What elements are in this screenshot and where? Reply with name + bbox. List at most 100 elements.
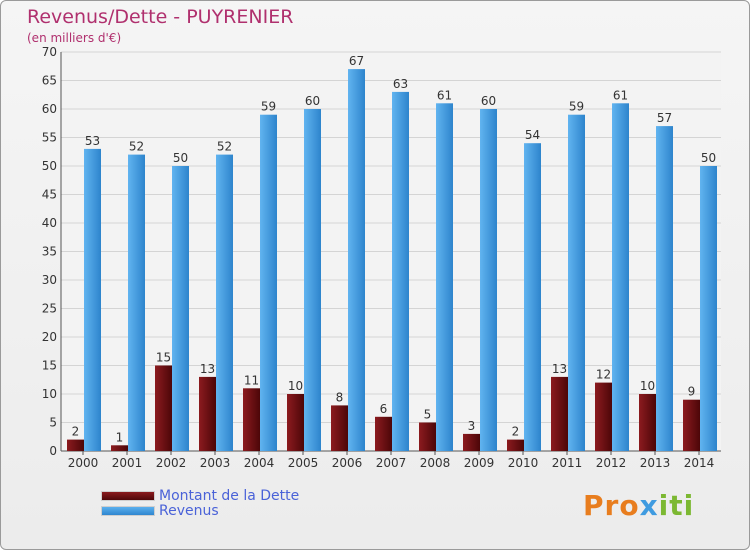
bar-revenus (480, 109, 497, 451)
data-label-revenus: 57 (657, 111, 672, 125)
logo-letter: P (583, 489, 605, 522)
y-tick-label: 5 (49, 416, 57, 430)
x-tick-label: 2008 (420, 456, 451, 470)
bar-dette (331, 405, 348, 451)
data-label-dette: 8 (336, 390, 344, 404)
bar-revenus (436, 103, 453, 452)
x-tick-label: 2014 (684, 456, 715, 470)
bar-dette (507, 439, 524, 451)
x-tick-label: 2013 (640, 456, 671, 470)
data-label-revenus: 52 (217, 140, 232, 154)
x-tick-label: 2010 (508, 456, 539, 470)
bar-revenus (392, 91, 409, 452)
bar-revenus (128, 154, 145, 451)
bar-dette (639, 394, 656, 451)
data-label-revenus: 60 (481, 94, 496, 108)
bar-revenus (568, 114, 585, 451)
bar-revenus (216, 154, 233, 451)
y-tick-label: 35 (42, 245, 57, 259)
bar-revenus (612, 103, 629, 452)
y-tick-label: 55 (42, 131, 57, 145)
data-label-dette: 11 (244, 373, 259, 387)
data-label-revenus: 50 (701, 151, 716, 165)
data-label-revenus: 60 (305, 94, 320, 108)
bar-revenus (656, 126, 673, 451)
bar-revenus (84, 148, 101, 451)
logo-letter: r (604, 489, 620, 522)
y-tick-label: 15 (42, 359, 57, 373)
data-label-dette: 12 (596, 368, 611, 382)
proxiti-logo: Proxiti (583, 489, 694, 522)
data-label-revenus: 63 (393, 77, 408, 91)
y-tick-label: 20 (42, 330, 57, 344)
y-tick-label: 30 (42, 273, 57, 287)
data-label-revenus: 53 (85, 134, 100, 148)
legend-label-revenus: Revenus (159, 503, 219, 519)
x-tick-label: 2012 (596, 456, 627, 470)
bar-dette (463, 433, 480, 451)
x-tick-label: 2011 (552, 456, 583, 470)
legend-swatch-dette (101, 491, 155, 501)
data-label-dette: 3 (468, 419, 476, 433)
data-label-dette: 15 (156, 351, 171, 365)
bar-dette (683, 399, 700, 451)
x-tick-label: 2001 (112, 456, 143, 470)
data-label-dette: 9 (688, 385, 696, 399)
data-label-dette: 1 (116, 430, 124, 444)
bar-revenus (304, 109, 321, 451)
bar-revenus (348, 69, 365, 451)
x-tick-label: 2000 (68, 456, 99, 470)
y-tick-label: 60 (42, 102, 57, 116)
chart-subtitle: (en milliers d'€) (27, 31, 122, 45)
y-tick-label: 65 (42, 74, 57, 88)
data-label-revenus: 50 (173, 151, 188, 165)
data-label-revenus: 59 (261, 100, 276, 114)
data-label-revenus: 52 (129, 140, 144, 154)
y-tick-label: 40 (42, 216, 57, 230)
bar-dette (155, 365, 172, 451)
x-tick-label: 2009 (464, 456, 495, 470)
x-tick-label: 2005 (288, 456, 319, 470)
legend-swatch-revenus (101, 506, 155, 516)
data-label-revenus: 61 (437, 88, 452, 102)
bar-revenus (700, 166, 717, 451)
x-tick-label: 2002 (156, 456, 187, 470)
data-label-dette: 10 (288, 379, 303, 393)
x-tick-label: 2006 (332, 456, 363, 470)
bar-dette (595, 382, 612, 451)
y-tick-label: 10 (42, 387, 57, 401)
logo-letter: i (658, 489, 670, 522)
data-label-revenus: 54 (525, 128, 540, 142)
bar-dette (419, 422, 436, 451)
legend-item-revenus: Revenus (101, 503, 219, 519)
y-tick-label: 45 (42, 188, 57, 202)
bar-dette (199, 376, 216, 451)
y-tick-label: 0 (49, 444, 57, 458)
logo-letter: i (683, 489, 695, 522)
x-tick-label: 2004 (244, 456, 275, 470)
x-tick-label: 2007 (376, 456, 407, 470)
data-label-dette: 2 (72, 425, 80, 439)
chart-title: Revenus/Dette - PUYRENIER (27, 6, 294, 28)
bar-dette (111, 445, 128, 451)
legend-item-dette: Montant de la Dette (101, 488, 299, 504)
bar-revenus (260, 114, 277, 451)
bar-dette (287, 394, 304, 451)
data-label-revenus: 59 (569, 100, 584, 114)
bar-dette (67, 439, 84, 451)
legend-label-dette: Montant de la Dette (159, 488, 300, 504)
bar-revenus (524, 143, 541, 451)
y-tick-label: 50 (42, 159, 57, 173)
bar-dette (375, 416, 392, 451)
data-label-revenus: 61 (613, 88, 628, 102)
y-tick-label: 25 (42, 302, 57, 316)
data-label-dette: 10 (640, 379, 655, 393)
data-label-dette: 13 (552, 362, 567, 376)
data-label-revenus: 67 (349, 54, 364, 68)
logo-letter: x (639, 489, 659, 522)
logo-letter: o (619, 489, 640, 522)
y-tick-label: 70 (42, 45, 57, 59)
data-label-dette: 2 (512, 425, 520, 439)
